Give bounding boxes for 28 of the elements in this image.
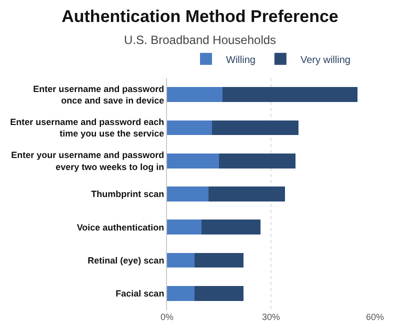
legend-label: Very willing: [300, 54, 350, 66]
y-tick-label: Enter your username and password every two weeks to log in: [11, 150, 164, 172]
legend-label: Willing: [226, 54, 256, 66]
y-tick-label: Voice authentication: [76, 222, 164, 232]
x-tick-label: 0%: [160, 312, 174, 322]
bar: [167, 252, 195, 268]
y-tick-label: Enter username and password once and save in device: [33, 84, 164, 106]
bar: [167, 120, 212, 136]
bar: [194, 252, 244, 268]
y-tick-label: Enter username and password each time you use the service: [10, 117, 164, 139]
bar: [167, 153, 219, 168]
bar: [208, 186, 285, 202]
y-tick-label: Thumbprint scan: [91, 189, 164, 200]
y-tick-label: Retinal (eye) scan: [88, 255, 164, 266]
x-tick-label: 60%: [366, 312, 384, 322]
bar: [212, 120, 299, 136]
bar: [219, 153, 296, 168]
chart-title: Authentication Method Preference: [62, 6, 338, 26]
bar: [167, 286, 195, 301]
bar: [202, 220, 261, 235]
bar: [167, 220, 202, 235]
chart-subtitle: U.S. Broadband Households: [124, 32, 276, 47]
bar: [167, 186, 209, 202]
x-tick-label: 30%: [262, 312, 280, 322]
bar: [194, 286, 244, 301]
bar: [167, 87, 222, 102]
bar: [222, 87, 358, 102]
y-tick-label: Facial scan: [116, 288, 164, 299]
